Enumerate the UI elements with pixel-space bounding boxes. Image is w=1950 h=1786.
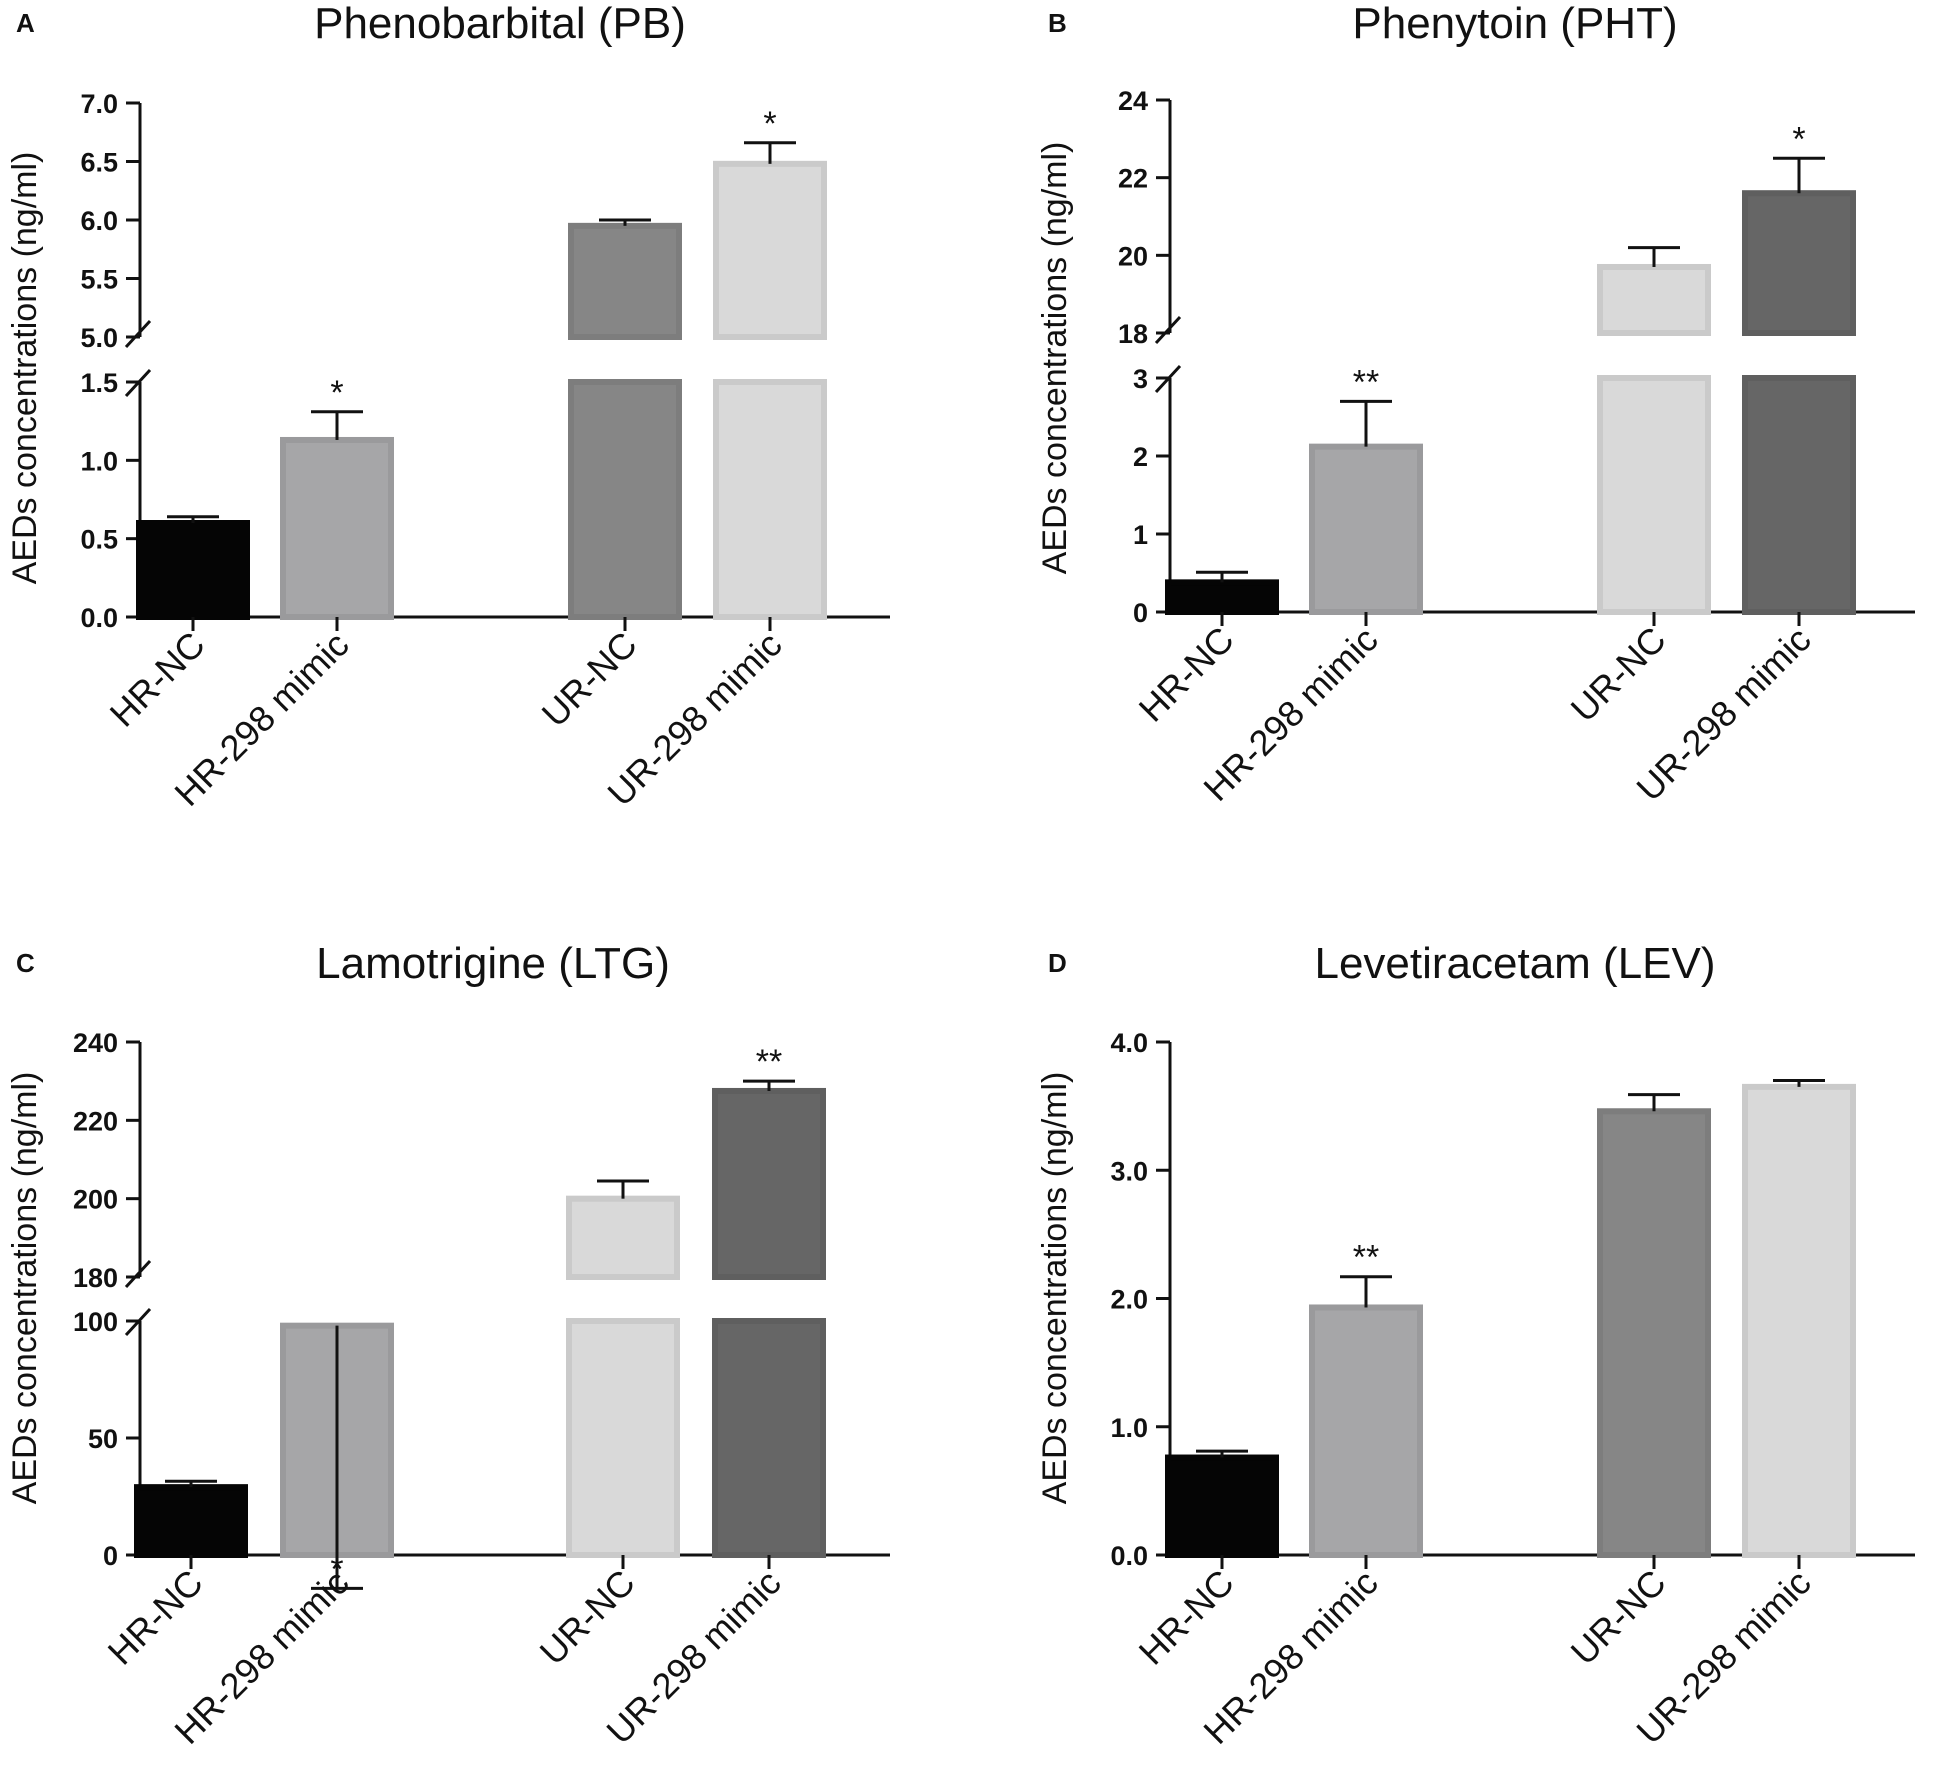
y-tick-label: 2.0 (1110, 1285, 1148, 1315)
y-tick-label: 0.0 (1110, 1541, 1148, 1571)
y-tick-label: 2 (1133, 442, 1148, 472)
y-tick-label: 240 (73, 1028, 118, 1058)
bar (712, 1087, 826, 1281)
y-tick-label: 0.5 (80, 525, 118, 555)
y-tick-label: 6.0 (80, 206, 118, 236)
bar (1309, 443, 1423, 616)
bar (1742, 375, 1856, 615)
significance-marker: ** (1353, 363, 1379, 401)
significance-marker: * (330, 374, 343, 412)
bar (1165, 1454, 1279, 1559)
x-category-label: HR-NC (1131, 619, 1242, 730)
panel-letter: D (1048, 948, 1067, 978)
axis-break-mark (124, 1307, 152, 1337)
y-axis-label: AEDs concentrations (ng/ml) (1036, 1072, 1074, 1505)
y-tick-label: 1.0 (1110, 1413, 1148, 1443)
x-category-label: HR-NC (100, 1562, 211, 1673)
bar (1597, 263, 1711, 337)
bar (568, 379, 682, 620)
bar (568, 222, 682, 341)
y-tick-label: 180 (73, 1263, 118, 1293)
panel-title: Levetiracetam (LEV) (1314, 939, 1715, 988)
bar (566, 1318, 680, 1558)
significance-marker: * (330, 1550, 343, 1588)
bar (1742, 1083, 1856, 1558)
y-tick-label: 7.0 (80, 89, 118, 119)
axis-break-mark (1154, 315, 1182, 345)
bar (713, 160, 827, 340)
bar (134, 1484, 248, 1559)
significance-marker: ** (756, 1043, 782, 1081)
y-tick-label: 1.5 (80, 368, 118, 398)
bar (136, 520, 250, 620)
bar (1309, 1304, 1423, 1559)
y-tick-label: 100 (73, 1307, 118, 1337)
bar (1597, 375, 1711, 615)
x-category-label: HR-NC (1131, 1562, 1242, 1673)
bar (1597, 1108, 1711, 1558)
panel-letter: A (16, 8, 35, 38)
y-tick-label: 3 (1133, 364, 1148, 394)
y-tick-label: 0.0 (80, 603, 118, 633)
y-tick-label: 24 (1118, 86, 1148, 116)
panel-title: Lamotrigine (LTG) (316, 939, 670, 988)
panel-letter: B (1048, 8, 1067, 38)
axis-break-mark (124, 1259, 152, 1289)
y-tick-label: 0 (1133, 598, 1148, 628)
y-tick-label: 50 (88, 1424, 118, 1454)
bar (712, 1318, 826, 1558)
y-tick-label: 1 (1133, 520, 1148, 550)
y-axis-label: AEDs concentrations (ng/ml) (6, 1072, 44, 1505)
y-tick-label: 1.0 (80, 446, 118, 476)
y-tick-label: 22 (1118, 164, 1148, 194)
significance-marker: * (763, 105, 776, 143)
significance-marker: * (1792, 120, 1805, 158)
bar (566, 1195, 680, 1280)
y-axis-label: AEDs concentrations (ng/ml) (1036, 142, 1074, 575)
x-category-label: UR-NC (1563, 619, 1674, 730)
y-tick-label: 3.0 (1110, 1156, 1148, 1186)
y-axis-label: AEDs concentrations (ng/ml) (6, 152, 44, 585)
bar (1165, 579, 1279, 615)
panel-title: Phenobarbital (PB) (314, 0, 686, 48)
significance-marker: ** (1353, 1239, 1379, 1277)
x-category-label: UR-NC (534, 624, 645, 735)
y-tick-label: 20 (1118, 241, 1148, 271)
y-tick-label: 4.0 (1110, 1028, 1148, 1058)
y-tick-label: 18 (1118, 319, 1148, 349)
y-tick-label: 0 (103, 1541, 118, 1571)
y-tick-label: 5.5 (80, 265, 118, 295)
x-category-label: HR-NC (102, 624, 213, 735)
y-tick-label: 220 (73, 1106, 118, 1136)
y-tick-label: 200 (73, 1185, 118, 1215)
x-category-label: UR-NC (1563, 1562, 1674, 1673)
y-tick-label: 5.0 (80, 323, 118, 353)
panel-title: Phenytoin (PHT) (1352, 0, 1677, 48)
y-tick-label: 6.5 (80, 148, 118, 178)
axis-break-mark (124, 319, 152, 349)
bar (280, 436, 394, 621)
axis-break-mark (1154, 364, 1182, 394)
panel-letter: C (16, 948, 35, 978)
axis-break-mark (124, 368, 152, 398)
bar (713, 379, 827, 620)
bar (1742, 190, 1856, 336)
x-category-label: UR-NC (532, 1562, 643, 1673)
